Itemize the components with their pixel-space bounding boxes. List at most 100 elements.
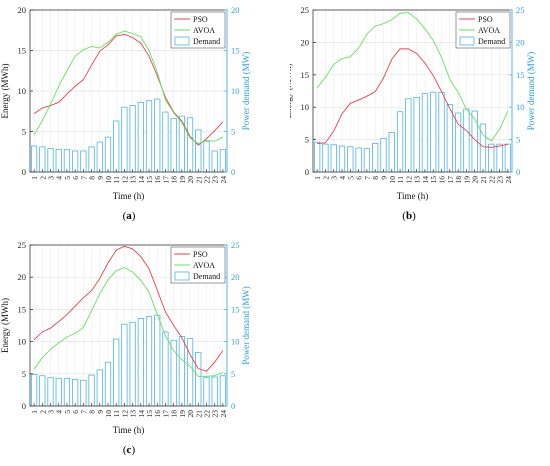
x-tick-label: 14 — [137, 410, 146, 418]
y-right-axis-title: Power demand (MW) — [526, 52, 536, 130]
x-tick-label: 2 — [321, 176, 330, 180]
y-left-axis-title: Energy (MWh) — [0, 63, 10, 118]
demand-bar — [446, 104, 453, 173]
y-right-tick-label: 20 — [516, 37, 525, 47]
demand-bar — [121, 106, 128, 173]
y-left-tick-label: 20 — [18, 272, 27, 282]
demand-bar — [30, 145, 38, 173]
demand-bar — [355, 147, 362, 173]
demand-bar — [162, 331, 169, 407]
legend: PSO AVOA Demand — [170, 246, 226, 284]
x-tick-label: 8 — [371, 176, 380, 180]
x-tick-label: 16 — [153, 176, 162, 184]
x-tick-label: 14 — [421, 176, 430, 184]
demand-bar — [63, 377, 71, 407]
x-tick-label: 10 — [104, 176, 113, 184]
y-right-axis-title: Power demand (MW) — [241, 52, 251, 130]
x-tick-label: 13 — [129, 410, 138, 418]
legend: PSO AVOA Demand — [455, 11, 511, 49]
x-tick-label: 15 — [145, 410, 154, 418]
x-tick-label: 10 — [388, 176, 397, 184]
legend-label-demand: Demand — [478, 37, 505, 46]
x-tick-label: 6 — [71, 176, 80, 180]
demand-bar — [47, 148, 54, 173]
demand-bar — [488, 143, 495, 173]
x-tick-label: 20 — [186, 410, 195, 418]
demand-bar — [137, 101, 144, 173]
demand-bar — [372, 143, 379, 173]
demand-bar — [211, 150, 218, 173]
demand-bar — [438, 91, 445, 173]
avoa-line — [33, 30, 224, 145]
legend-label-pso: PSO — [193, 250, 208, 259]
y-left-tick-label: 10 — [18, 337, 27, 347]
x-tick-label: 24 — [219, 176, 228, 184]
y-left-tick-label: 10 — [301, 102, 310, 112]
x-tick-label: 16 — [438, 176, 447, 184]
y-right-tick-label: 20 — [231, 272, 240, 282]
panel-caption-c: (c) — [122, 444, 136, 456]
demand-bar — [203, 140, 210, 173]
avoa-line — [316, 12, 509, 142]
demand-bar — [504, 143, 511, 173]
x-axis-title: Time (h) — [113, 425, 144, 435]
legend-swatch-demand — [459, 36, 475, 46]
pso-line — [33, 245, 224, 372]
x-tick-label: 23 — [211, 176, 220, 184]
x-tick-label: 23 — [496, 176, 505, 184]
demand-bar — [96, 141, 103, 173]
x-tick-label: 1 — [30, 176, 39, 180]
x-tick-label: 11 — [112, 176, 121, 183]
x-tick-label: 13 — [413, 176, 422, 184]
x-tick-label: 3 — [47, 176, 56, 180]
demand-bars — [30, 314, 227, 407]
demand-bar — [396, 111, 404, 173]
chart-panel-c: 0 5 10 15 20 25 0 5 10 15 20 25 1 2 3 4 5 6 7 8 9 10 11 12 13 14 1… — [0, 233, 260, 466]
demand-bar — [129, 321, 136, 407]
demand-bar — [380, 137, 387, 173]
x-tick-label: 11 — [396, 176, 405, 183]
demand-bar — [30, 374, 38, 407]
demand-bar — [80, 150, 87, 173]
demand-bar — [186, 117, 194, 173]
x-tick-label: 6 — [355, 176, 364, 180]
demand-bar — [219, 375, 227, 407]
demand-bar — [88, 374, 95, 407]
x-tick-label: 6 — [71, 410, 80, 414]
x-tick-label: 5 — [63, 410, 72, 414]
y-right-tick-label: 15 — [231, 304, 240, 314]
demand-bar — [55, 148, 62, 173]
y-left-tick-label: 5 — [22, 369, 26, 379]
y-right-tick-label: 25 — [516, 5, 525, 15]
legend-swatch-demand — [174, 36, 190, 46]
x-tick-label: 2 — [38, 176, 47, 180]
demand-bar — [195, 352, 202, 407]
panel-caption-b: (b) — [402, 210, 416, 222]
x-tick-label: 14 — [137, 176, 146, 184]
x-tick-label: 7 — [79, 176, 88, 180]
y-right-tick-label: 0 — [516, 167, 520, 177]
legend-label-demand: Demand — [193, 272, 220, 281]
y-left-tick-label: 15 — [18, 46, 27, 56]
demand-bar — [121, 323, 128, 407]
y-right-axis-title: Power demand (MW) — [241, 286, 251, 364]
y-right-tick-label: 5 — [231, 369, 235, 379]
demand-bar — [63, 148, 71, 173]
x-tick-label: 5 — [346, 176, 355, 180]
y-right-tick-label: 15 — [516, 70, 525, 80]
y-left-tick-label: 10 — [18, 86, 27, 96]
demand-bar — [145, 316, 153, 407]
y-right-tick-label: 10 — [231, 86, 240, 96]
x-axis-title: Time (h) — [397, 191, 428, 201]
x-tick-label: 17 — [446, 176, 455, 184]
x-tick-label: 23 — [211, 410, 220, 418]
y-right-tick-label: 20 — [231, 5, 240, 15]
y-left-tick-label: 0 — [22, 401, 26, 411]
x-tick-label: 1 — [313, 176, 322, 180]
demand-bar — [162, 111, 169, 173]
y-left-tick-label: 20 — [301, 37, 310, 47]
legend-label-demand: Demand — [193, 37, 220, 46]
x-tick-label: 3 — [47, 410, 56, 414]
